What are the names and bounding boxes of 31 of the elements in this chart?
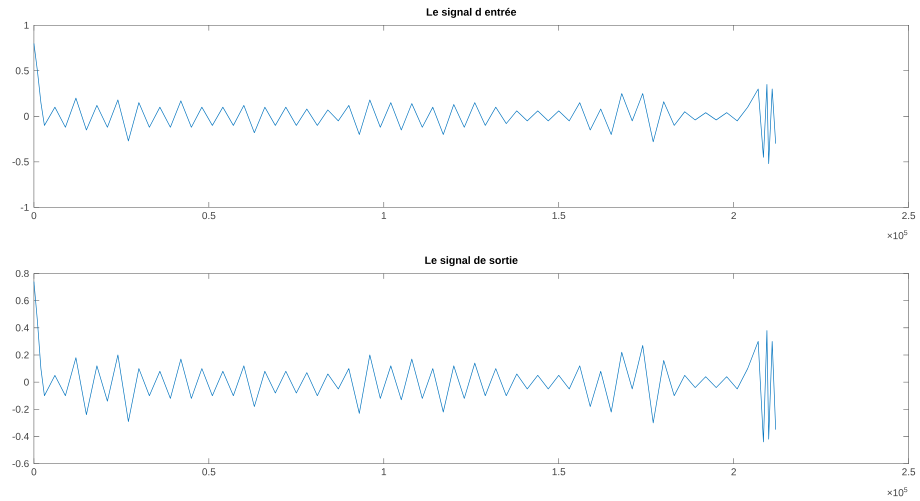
x-tick-label: 1.5 [552, 212, 566, 220]
y-tick-label: -0.4 [12, 433, 29, 440]
chart-title: Le signal d entrée [426, 8, 516, 18]
x-tick-label: 0 [32, 468, 36, 476]
y-tick-label: 0.6 [16, 297, 29, 304]
x-tick-label: 0 [32, 212, 36, 220]
chart-title: Le signal de sortie [425, 256, 518, 266]
y-tick-label: 0.5 [16, 67, 29, 74]
text: ×10$^{5}$ [888, 487, 908, 496]
x-tick-label: 2.5 [902, 212, 916, 220]
text: ×10$^{5}$ [888, 230, 908, 240]
y-tick-label: 0.4 [16, 324, 29, 332]
y-tick-label: 0.2 [16, 352, 29, 359]
y-tick-label: 1 [24, 22, 29, 29]
x-tick-label: 2.5 [902, 468, 916, 476]
x-tick-label: 1.5 [552, 468, 566, 476]
x-tick-label: 2 [731, 212, 736, 220]
y-tick-label: 0.8 [16, 270, 29, 278]
line-series [34, 43, 776, 164]
x-tick-label: 0.5 [202, 212, 216, 220]
y-tick-label: -0.2 [12, 406, 29, 413]
y-tick-label: 0 [24, 112, 29, 120]
x-tick-label: 0.5 [202, 468, 216, 476]
x-tick-label: 2 [731, 468, 736, 476]
y-tick-label: -1 [20, 204, 29, 211]
x-tick-label: 1 [382, 212, 386, 220]
x-tick-label: 1 [382, 468, 386, 476]
line-series [34, 281, 776, 442]
y-tick-label: -0.6 [12, 460, 29, 468]
y-tick-label: 0 [24, 378, 29, 386]
y-tick-label: -0.5 [12, 158, 29, 166]
